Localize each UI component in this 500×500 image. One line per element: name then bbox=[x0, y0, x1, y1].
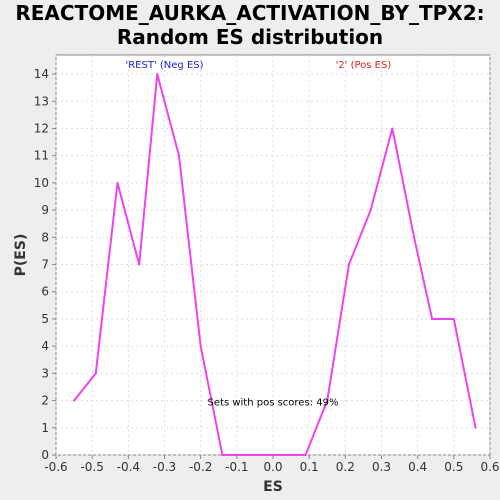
data-point bbox=[138, 264, 140, 266]
chart-title: REACTOME_AURKA_ACTIVATION_BY_TPX2: bbox=[15, 1, 484, 25]
y-tick-label: 0 bbox=[41, 448, 49, 462]
x-tick-label: -0.3 bbox=[153, 460, 176, 474]
data-point bbox=[116, 182, 118, 184]
y-tick-label: 7 bbox=[41, 258, 49, 272]
data-point bbox=[261, 454, 263, 456]
data-point bbox=[95, 372, 97, 374]
x-tick-label: 0.6 bbox=[480, 460, 499, 474]
x-tick-label: 0.0 bbox=[263, 460, 282, 474]
y-tick-label: 2 bbox=[41, 394, 49, 408]
data-point bbox=[178, 155, 180, 157]
x-tick-label: 0.5 bbox=[444, 460, 463, 474]
data-point bbox=[431, 318, 433, 320]
data-point bbox=[156, 73, 158, 75]
pos-es-label: '2' (Pos ES) bbox=[336, 60, 392, 71]
data-point bbox=[391, 127, 393, 129]
data-point bbox=[200, 345, 202, 347]
y-tick-label: 12 bbox=[34, 121, 49, 135]
x-tick-label: 0.4 bbox=[408, 460, 427, 474]
x-axis-label: ES bbox=[263, 479, 283, 495]
y-tick-label: 9 bbox=[41, 203, 49, 217]
y-tick-label: 8 bbox=[41, 230, 49, 244]
y-tick-label: 1 bbox=[41, 421, 49, 435]
x-tick-label: -0.4 bbox=[117, 460, 140, 474]
y-tick-label: 10 bbox=[34, 176, 49, 190]
x-tick-label: 0.3 bbox=[372, 460, 391, 474]
neg-es-label: 'REST' (Neg ES) bbox=[125, 60, 203, 71]
y-tick-label: 13 bbox=[34, 94, 49, 108]
chart-subtitle: Random ES distribution bbox=[117, 25, 383, 49]
x-tick-label: -0.1 bbox=[225, 460, 248, 474]
x-tick-label: -0.5 bbox=[80, 460, 103, 474]
y-axis-label: P(ES) bbox=[13, 234, 29, 277]
y-tick-label: 6 bbox=[41, 285, 49, 299]
data-point bbox=[453, 318, 455, 320]
x-tick-label: 0.2 bbox=[336, 460, 355, 474]
x-tick-label: -0.6 bbox=[44, 460, 67, 474]
data-point bbox=[413, 236, 415, 238]
data-point bbox=[348, 264, 350, 266]
x-tick-label: -0.2 bbox=[189, 460, 212, 474]
y-tick-label: 3 bbox=[41, 366, 49, 380]
data-point bbox=[370, 209, 372, 211]
data-point bbox=[283, 454, 285, 456]
data-point bbox=[305, 454, 307, 456]
y-tick-label: 14 bbox=[34, 67, 49, 81]
y-tick-label: 11 bbox=[34, 149, 49, 163]
x-tick-label: 0.1 bbox=[300, 460, 319, 474]
data-point bbox=[73, 400, 75, 402]
data-point bbox=[221, 454, 223, 456]
y-tick-label: 5 bbox=[41, 312, 49, 326]
data-point bbox=[243, 454, 245, 456]
y-tick-label: 4 bbox=[41, 339, 49, 353]
data-point bbox=[475, 427, 477, 429]
pos-scores-annotation: Sets with pos scores: 49% bbox=[208, 398, 339, 409]
